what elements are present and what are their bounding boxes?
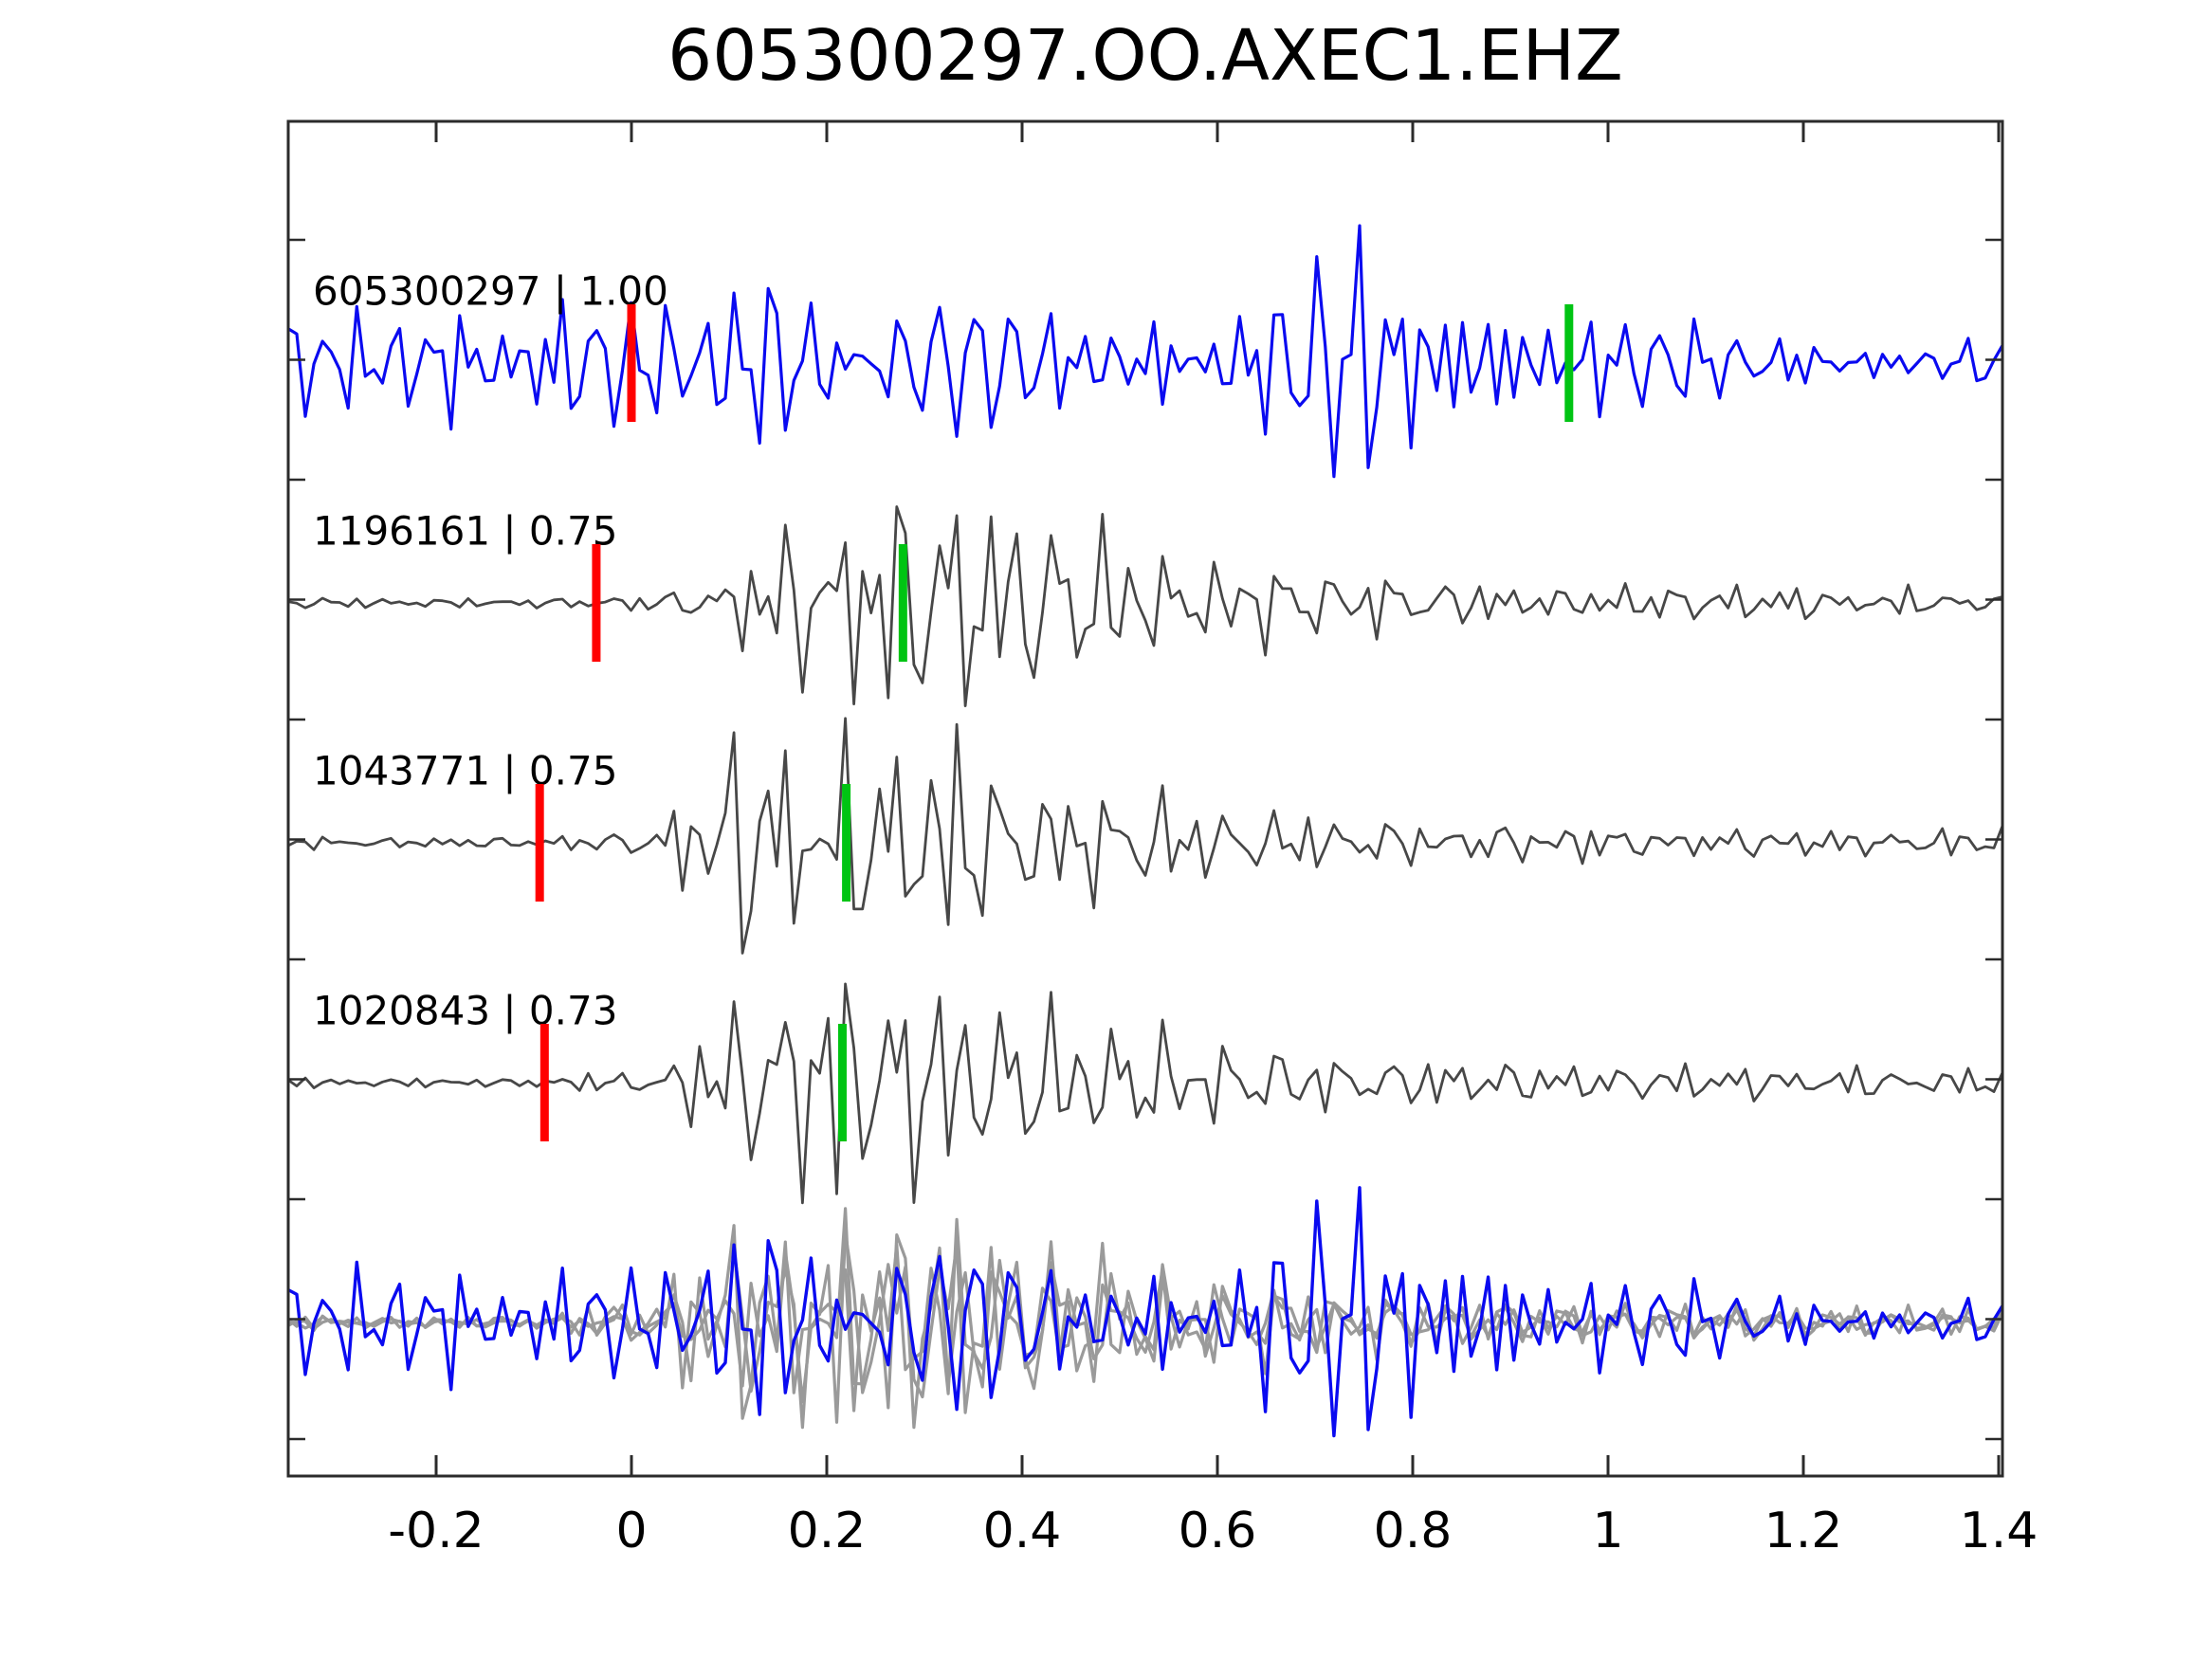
green-pick-marker-1196161 <box>898 544 907 662</box>
x-tick-label: 1.4 <box>1960 1503 2038 1559</box>
x-tick-label: 0.8 <box>1374 1503 1453 1559</box>
red-pick-marker-605300297 <box>627 304 636 422</box>
trace-label-1043771: 1043771 | 0.75 <box>313 748 617 794</box>
green-pick-marker-605300297 <box>1564 304 1574 422</box>
trace-label-1020843: 1020843 | 0.73 <box>313 988 617 1034</box>
trace-layer <box>289 224 2002 1438</box>
trace-label-1196161: 1196161 | 0.75 <box>313 508 617 555</box>
red-pick-marker-1196161 <box>592 544 601 662</box>
x-tick-label: 0.6 <box>1179 1503 1257 1559</box>
green-pick-marker-1020843 <box>837 1024 847 1141</box>
x-tick-label: 0.4 <box>983 1503 1062 1559</box>
x-tick-label: 1.2 <box>1764 1503 1843 1559</box>
x-tick-label: -0.2 <box>388 1503 484 1559</box>
waveform-template-trace-1196161 <box>289 505 2002 707</box>
x-tick-label: 0.2 <box>788 1503 867 1559</box>
trace-label-605300297: 605300297 | 1.00 <box>313 268 668 315</box>
waveform-overlay-detection <box>289 1186 2002 1438</box>
x-tick-label: 0 <box>615 1503 647 1559</box>
waveform-template-trace-1043771 <box>289 717 2002 955</box>
waveform-detection-trace <box>289 224 2002 479</box>
x-tick-label: 1 <box>1592 1503 1623 1559</box>
red-pick-marker-1020843 <box>539 1024 549 1141</box>
waveform-template-trace-1020843 <box>289 982 2002 1205</box>
plot-title: 605300297.OO.AXEC1.EHZ <box>667 15 1623 97</box>
axes-frame <box>286 119 2004 1478</box>
green-pick-marker-1043771 <box>842 784 851 902</box>
red-pick-marker-1043771 <box>535 784 544 902</box>
waveform-overlay-template-1020843 <box>289 1231 2002 1430</box>
